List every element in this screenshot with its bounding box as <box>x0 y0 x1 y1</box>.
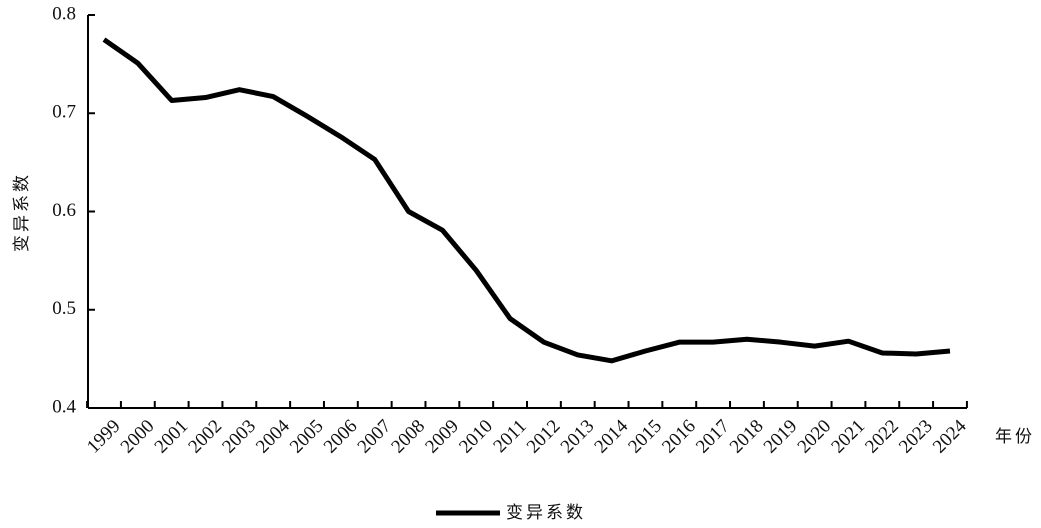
x-tick-label: 2006 <box>320 416 362 458</box>
x-tick-label: 2017 <box>692 416 734 458</box>
x-tick-label: 2005 <box>286 416 328 458</box>
x-tick-label: 2018 <box>726 416 768 458</box>
y-tick-label: 0.4 <box>52 396 76 417</box>
data-line <box>102 37 951 364</box>
x-tick-label: 2016 <box>658 416 700 458</box>
x-tick-label: 2000 <box>117 416 159 458</box>
x-tick-label: 2014 <box>590 415 632 457</box>
x-tick-label: 2008 <box>387 416 429 458</box>
x-tick-label: 2024 <box>929 415 971 457</box>
legend-label: 变异系数 <box>506 503 586 523</box>
x-axis-label: 年份 <box>995 427 1035 447</box>
x-tick-label: 2022 <box>861 416 903 458</box>
x-tick-label: 2010 <box>455 416 497 458</box>
x-tick-label: 2012 <box>523 416 565 458</box>
y-tick-label: 0.8 <box>52 3 76 24</box>
x-tick-label: 2021 <box>827 416 869 458</box>
x-tick-label: 2011 <box>489 416 530 457</box>
y-tick-label: 0.7 <box>52 102 76 123</box>
x-tick-label: 2007 <box>354 416 396 458</box>
x-tick-label: 1999 <box>83 416 125 458</box>
x-tick-label: 2009 <box>421 416 463 458</box>
x-tick-label: 2001 <box>151 416 193 458</box>
x-tick-label: 2015 <box>624 416 666 458</box>
x-tick-label: 2019 <box>760 416 802 458</box>
y-tick-label: 0.5 <box>52 298 76 319</box>
x-tick-label: 2023 <box>895 416 937 458</box>
y-tick-label: 0.6 <box>52 200 76 221</box>
x-tick-label: 2002 <box>184 416 226 458</box>
x-tick-label: 2003 <box>218 416 260 458</box>
x-tick-label: 2020 <box>794 416 836 458</box>
y-axis-label: 变异系数 <box>12 172 32 252</box>
x-tick-label: 2013 <box>557 416 599 458</box>
x-tick-label: 2004 <box>252 415 294 457</box>
